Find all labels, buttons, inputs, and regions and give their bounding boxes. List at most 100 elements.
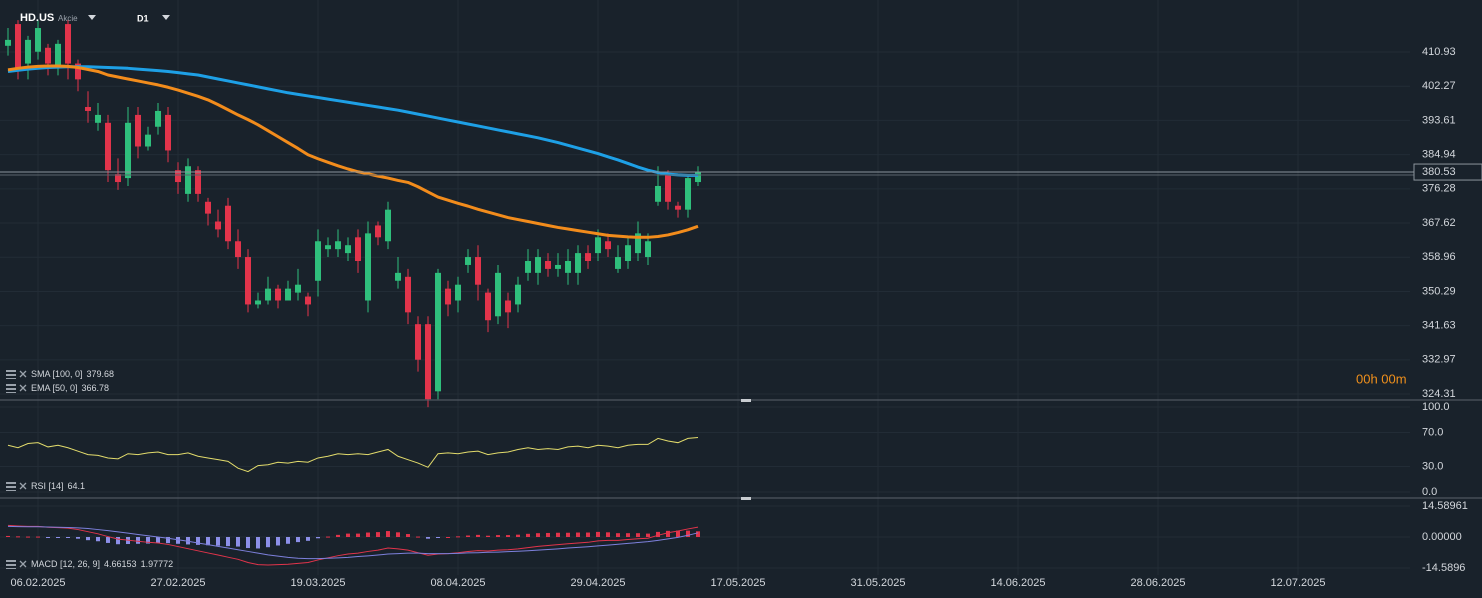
candle-body (25, 39, 31, 64)
histogram-bar (276, 536, 280, 546)
date-label: 12.07.2025 (1270, 577, 1325, 589)
histogram-bar (496, 535, 500, 537)
histogram-bar (486, 535, 490, 537)
indicator-close-icons[interactable] (19, 370, 27, 568)
candle-body (55, 43, 61, 68)
candle-body (225, 205, 231, 242)
candle-body (495, 272, 501, 317)
candle-body (685, 178, 691, 210)
histogram-bar (86, 536, 90, 541)
candle-body (565, 261, 571, 273)
candle-body (485, 292, 491, 321)
histogram-bar (146, 536, 150, 544)
candle-body (95, 114, 101, 123)
candle-body (285, 288, 291, 301)
date-label: 27.02.2025 (150, 577, 205, 589)
histogram-bar (576, 532, 580, 537)
histogram-bar (106, 536, 110, 543)
candle-body (325, 245, 331, 250)
candle-body (555, 264, 561, 269)
candle-body (645, 241, 651, 258)
histogram-bar (606, 532, 610, 537)
histogram-bar (566, 532, 570, 537)
y-tick-label: 367.62 (1422, 217, 1456, 229)
histogram-bar (636, 533, 640, 537)
y-tick-label: 350.29 (1422, 285, 1456, 297)
y-tick-label: 393.61 (1422, 114, 1456, 126)
date-label: 29.04.2025 (570, 577, 625, 589)
candle-body (355, 237, 361, 262)
histogram-bar (406, 534, 410, 537)
legend-value: 64.1 (68, 481, 86, 491)
candle-body (585, 253, 591, 262)
candle-body (115, 174, 121, 183)
y-tick-label: 324.31 (1422, 388, 1456, 400)
macd-legend: MACD [12, 26, 9] 4.66153 1.97772 (31, 559, 173, 569)
candle-body (345, 245, 351, 254)
candle-body (335, 241, 341, 250)
asset-type: Akcie (58, 14, 78, 23)
histogram-bar (656, 531, 660, 537)
candle-body (305, 296, 311, 305)
histogram-bar (626, 533, 630, 537)
candle-body (105, 122, 111, 171)
candle-body (245, 257, 251, 305)
histogram-bar (436, 536, 440, 538)
legend-name: MACD [12, 26, 9] (31, 559, 100, 569)
histogram-bar (226, 536, 230, 547)
histogram-bar (666, 530, 670, 537)
histogram-bar (446, 536, 450, 538)
macd-line (7, 525, 699, 560)
candle-body (435, 272, 441, 392)
date-label: 08.04.2025 (430, 577, 485, 589)
histogram-bar (676, 530, 680, 537)
y-tick-label: 30.0 (1422, 460, 1443, 472)
candle-body (125, 122, 131, 179)
histogram-bar (316, 536, 320, 539)
candle-body (45, 47, 51, 64)
symbol-dropdown[interactable] (88, 15, 96, 20)
histogram-bar (36, 536, 40, 538)
histogram-bar (286, 536, 290, 544)
y-tick-label: 384.94 (1422, 149, 1456, 161)
histogram-bar (356, 533, 360, 537)
candle-body (535, 257, 541, 273)
histogram-bar (186, 536, 190, 545)
resize-handle[interactable] (741, 497, 751, 500)
symbol[interactable]: HD.US (20, 12, 54, 24)
legend-value: 366.78 (82, 383, 110, 393)
candle-body (595, 237, 601, 254)
histogram-bar (216, 536, 220, 546)
histogram-bar (396, 532, 400, 537)
histogram-bar (296, 536, 300, 543)
resize-handle[interactable] (741, 399, 751, 402)
grid-layer (0, 0, 1410, 575)
ema-legend: EMA [50, 0] 366.78 (31, 383, 109, 393)
candle-body (465, 257, 471, 265)
histogram-bar (76, 536, 80, 539)
histogram-bar (266, 536, 270, 548)
candle-body (215, 221, 221, 230)
candle-body (455, 284, 461, 301)
candle-body (385, 209, 391, 242)
timeframe-dropdown[interactable] (162, 15, 170, 20)
candle-body (445, 288, 451, 305)
rsi-legend: RSI [14] 64.1 (31, 481, 85, 491)
macd-line (7, 524, 699, 566)
last-price-box (1413, 163, 1482, 181)
timeframe[interactable]: D1 (137, 13, 149, 23)
y-tick-label: 14.58961 (1422, 500, 1468, 512)
candle-body (5, 39, 11, 46)
candle-body (85, 107, 91, 111)
histogram-bar (646, 533, 650, 537)
histogram-bar (66, 536, 70, 538)
legend-name: SMA [100, 0] (31, 369, 83, 379)
candle-body (415, 324, 421, 360)
histogram-bar (466, 535, 470, 537)
histogram-bar (236, 536, 240, 547)
candle-body (35, 28, 41, 52)
candle-body (515, 284, 521, 305)
date-label: 17.05.2025 (710, 577, 765, 589)
candle-body (235, 241, 241, 258)
